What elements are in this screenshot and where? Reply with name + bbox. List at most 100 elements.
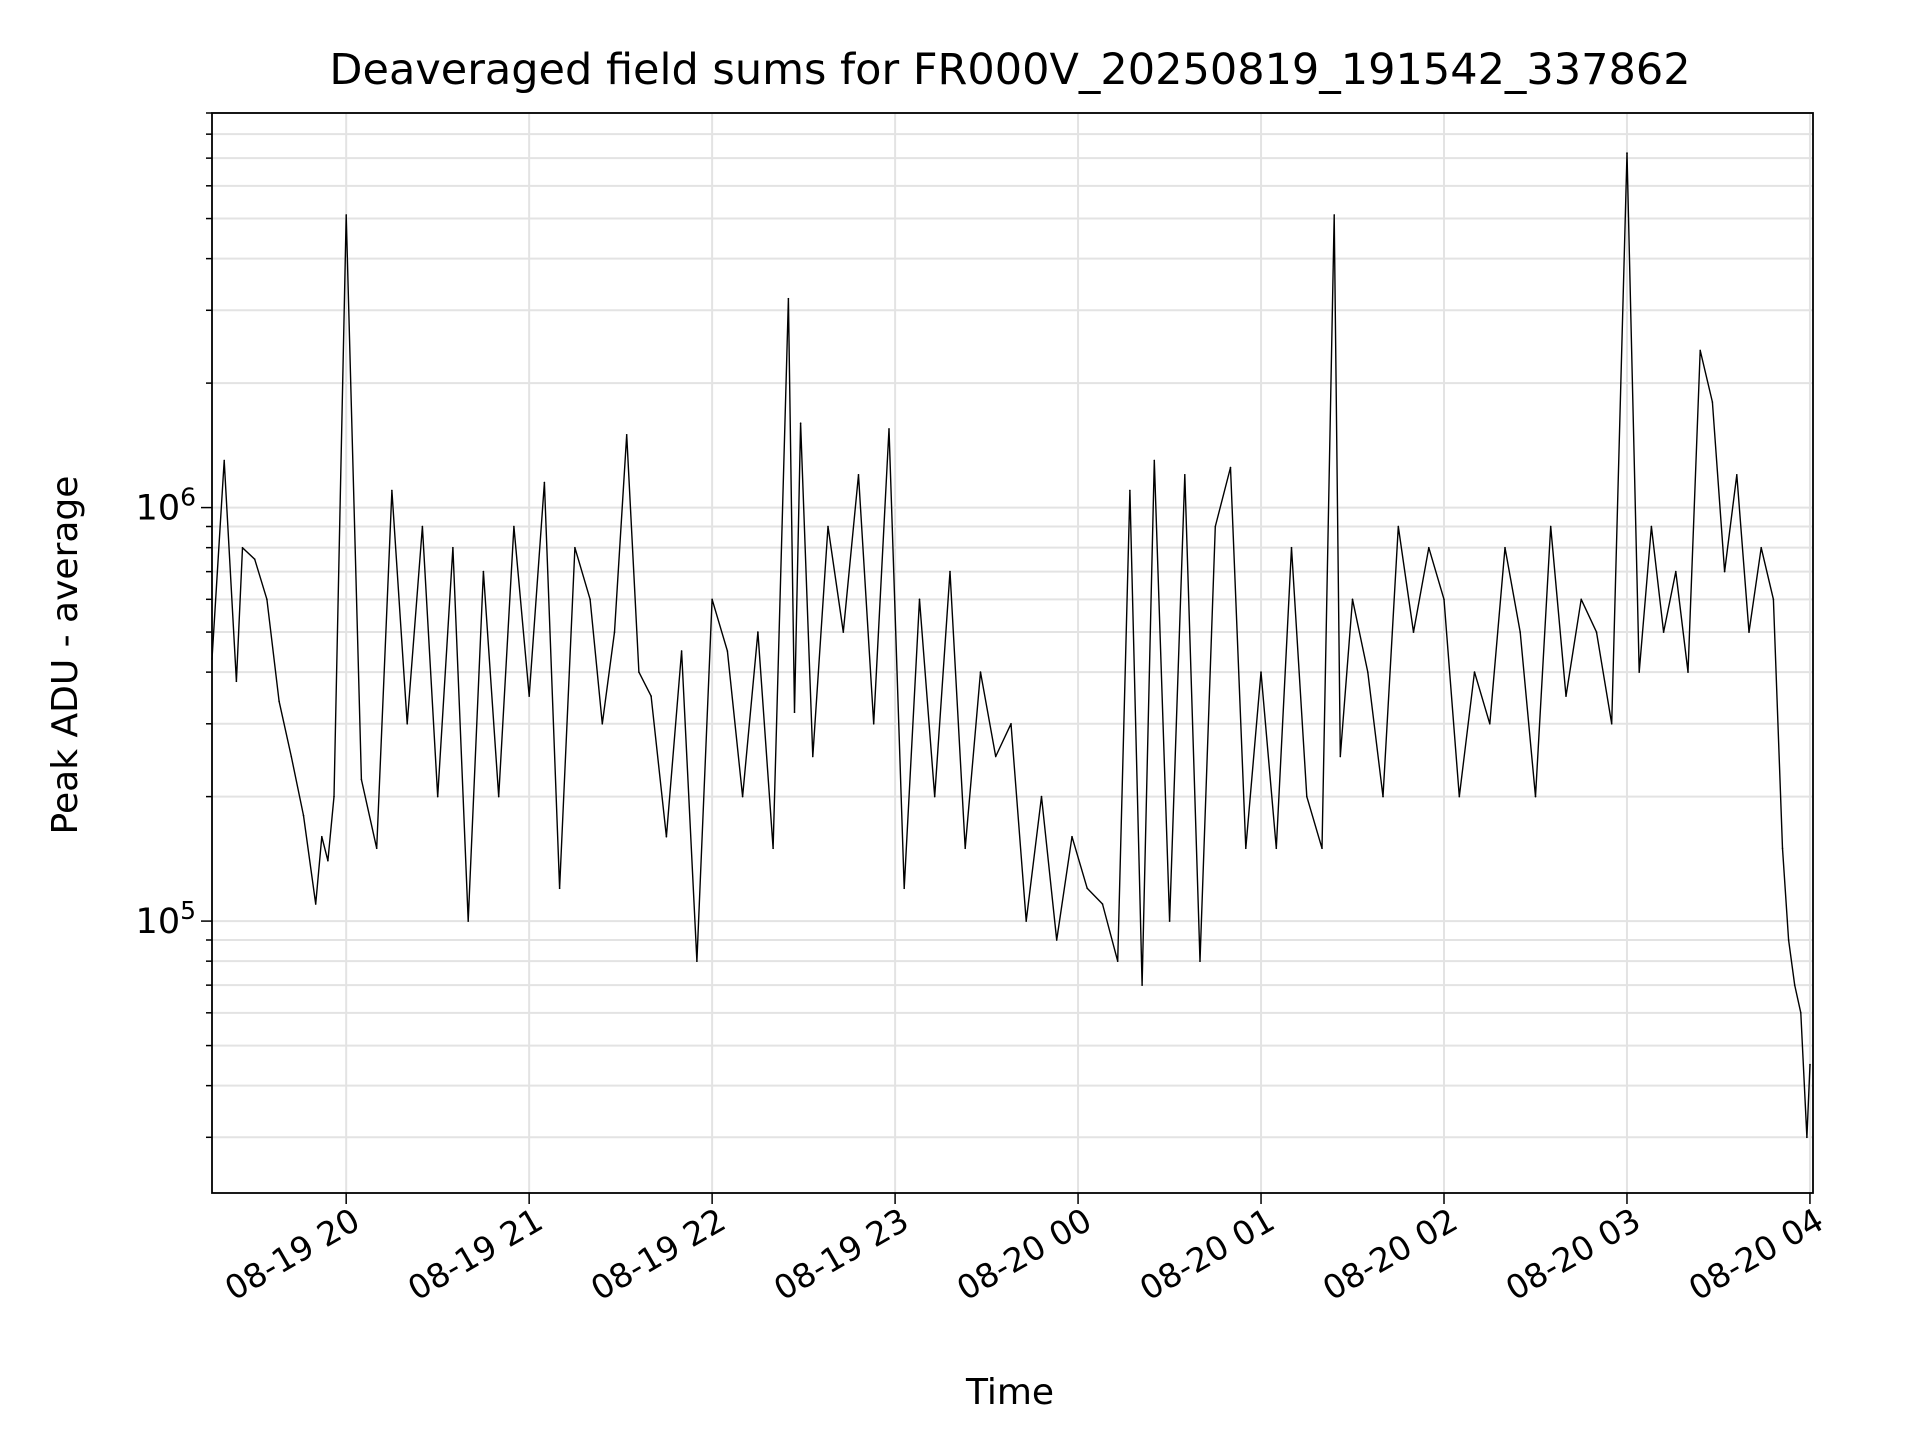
- data-point: [1141, 984, 1143, 986]
- data-point: [1339, 755, 1342, 758]
- data-point: [812, 755, 814, 758]
- data-point: [1519, 631, 1521, 633]
- data-point: [253, 558, 256, 560]
- data-point: [1443, 598, 1445, 601]
- data-point: [964, 847, 966, 850]
- data-point: [793, 711, 796, 713]
- data-point: [1321, 847, 1323, 850]
- data-point: [613, 631, 616, 633]
- data-point: [1382, 795, 1384, 798]
- data-point: [1428, 546, 1430, 549]
- y-tick-label-base: 10: [136, 902, 181, 942]
- data-point: [857, 474, 860, 476]
- data-point: [1638, 671, 1640, 673]
- data-point: [235, 680, 238, 683]
- data-point: [787, 297, 790, 300]
- data-point: [241, 546, 244, 549]
- data-point: [757, 631, 759, 633]
- data-layer: [211, 152, 1811, 1139]
- data-point: [1504, 546, 1506, 549]
- y-tick-label-exponent: 6: [180, 483, 196, 512]
- data-point: [625, 434, 628, 436]
- data-point: [1458, 795, 1461, 798]
- data-point: [1153, 459, 1156, 462]
- data-point: [1351, 598, 1354, 601]
- data-point: [1055, 939, 1058, 941]
- data-point: [949, 570, 951, 573]
- data-point: [726, 650, 729, 652]
- data-point: [1214, 525, 1217, 528]
- data-point: [467, 920, 470, 922]
- data-point: [1736, 474, 1738, 476]
- data-point: [558, 887, 561, 890]
- y-axis-label: Peak ADU - average: [45, 476, 86, 835]
- data-point: [1260, 671, 1262, 673]
- data-point: [1760, 546, 1762, 549]
- data-point: [436, 795, 439, 798]
- data-point: [741, 795, 744, 798]
- data-point: [278, 700, 280, 703]
- data-point: [1489, 723, 1491, 725]
- data-point: [994, 755, 997, 758]
- data-point: [772, 847, 774, 850]
- data-point: [406, 723, 409, 725]
- series-line-0: [211, 152, 1811, 1139]
- data-point: [1025, 920, 1027, 922]
- data-point: [574, 546, 576, 549]
- data-point: [711, 598, 713, 601]
- data-point: [1101, 903, 1104, 905]
- data-point: [842, 631, 845, 633]
- data-point: [1580, 598, 1582, 601]
- data-point: [1781, 847, 1784, 850]
- data-point: [543, 481, 546, 484]
- data-point: [321, 835, 323, 838]
- data-point: [1793, 984, 1796, 986]
- data-point: [918, 598, 921, 601]
- data-point: [421, 525, 424, 528]
- data-point: [827, 525, 829, 528]
- y-tick-label-exponent: 5: [180, 896, 196, 925]
- data-point: [650, 695, 652, 697]
- y-tick-label: 106: [136, 483, 196, 529]
- data-point: [391, 489, 393, 492]
- data-point: [589, 598, 591, 601]
- data-point: [601, 723, 604, 725]
- data-point: [1610, 723, 1613, 725]
- data-point: [799, 422, 802, 425]
- data-point: [1397, 525, 1400, 528]
- data-point: [1748, 631, 1750, 633]
- data-point: [1116, 960, 1119, 962]
- data-point: [497, 795, 500, 798]
- data-point: [1675, 570, 1677, 573]
- y-tick-label: 105: [136, 896, 196, 942]
- data-point: [266, 598, 268, 601]
- data-point: [933, 795, 936, 798]
- data-point: [452, 546, 454, 549]
- data-point: [872, 723, 875, 725]
- data-point: [1549, 525, 1552, 528]
- chart-title: Deaveraged field sums for FR000V_2025081…: [329, 45, 1690, 95]
- data-point: [1333, 214, 1335, 216]
- data-point: [1809, 1063, 1811, 1066]
- data-point: [696, 960, 698, 962]
- data-point: [1711, 401, 1714, 403]
- data-point: [1010, 723, 1012, 725]
- data-point: [1245, 847, 1247, 850]
- data-point: [1534, 795, 1537, 798]
- data-point: [1129, 489, 1131, 492]
- data-point: [302, 814, 305, 817]
- data-point: [1595, 631, 1598, 633]
- data-point: [333, 795, 335, 798]
- data-point: [638, 671, 640, 673]
- data-point: [345, 214, 348, 216]
- data-point: [314, 903, 317, 905]
- data-point: [1687, 671, 1689, 673]
- data-point: [1306, 795, 1308, 798]
- data-point: [528, 695, 530, 697]
- plot-area-frame: [211, 112, 1814, 1194]
- data-point: [1473, 671, 1476, 673]
- data-point: [665, 835, 668, 838]
